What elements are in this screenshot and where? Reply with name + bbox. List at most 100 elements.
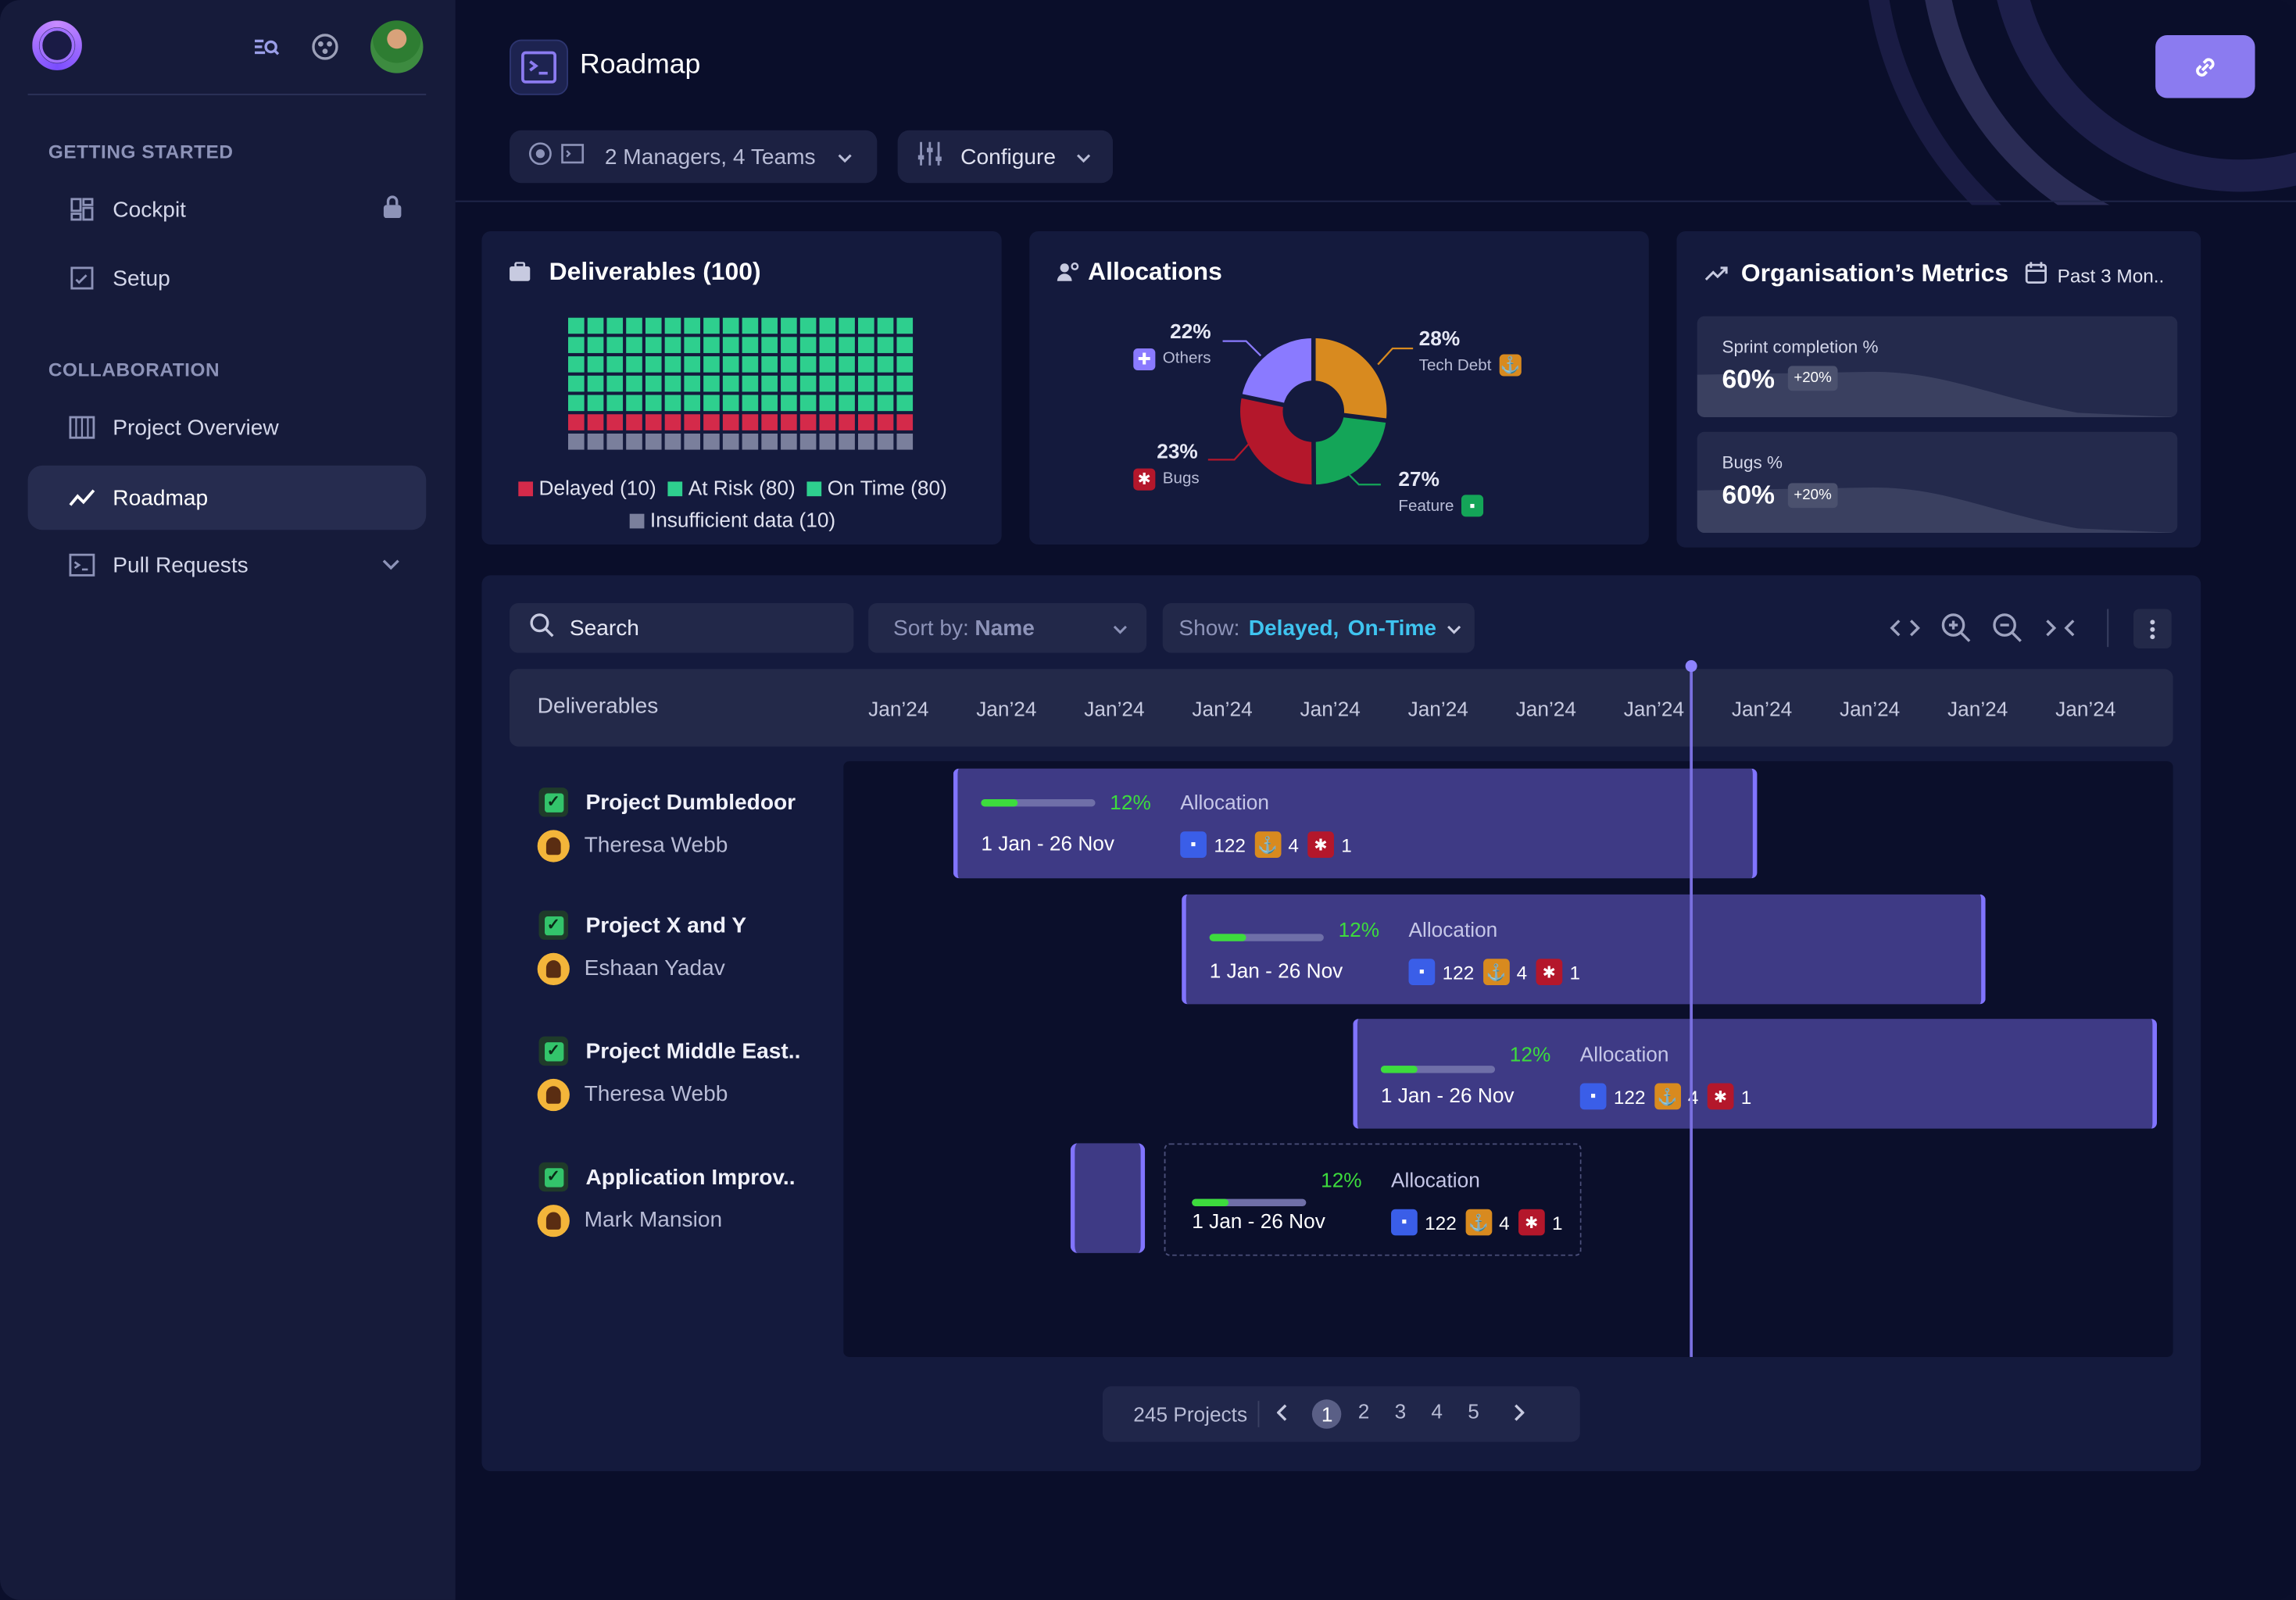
- chevron-right-icon[interactable]: [1512, 1402, 1525, 1426]
- trend-icon: [1704, 263, 1728, 290]
- section-collaboration: COLLABORATION: [48, 359, 220, 381]
- waffle-cell: [781, 317, 797, 334]
- row-checkbox[interactable]: ✓: [538, 788, 569, 817]
- slice-others: [1242, 338, 1314, 405]
- progress-percent: 12%: [1338, 917, 1380, 941]
- page-number[interactable]: 2: [1357, 1399, 1370, 1423]
- waffle-cell: [896, 375, 914, 392]
- waffle-cell: [799, 414, 817, 430]
- sidebar-item-roadmap[interactable]: Roadmap: [27, 465, 427, 530]
- project-bar[interactable]: [1182, 894, 1986, 1005]
- project-bar[interactable]: [953, 768, 1758, 879]
- project-name[interactable]: Project Middle East..: [585, 1039, 801, 1065]
- date-range: 1 Jan - 26 Nov: [981, 831, 1115, 855]
- page-number[interactable]: 4: [1431, 1399, 1443, 1423]
- progress-percent: 12%: [1509, 1042, 1551, 1066]
- deliverables-waffle-chart: [568, 317, 914, 450]
- decorative-arcs: [1869, 0, 2296, 205]
- share-link-button[interactable]: [2155, 34, 2255, 98]
- row-checkbox[interactable]: ✓: [538, 1036, 569, 1066]
- date-range: 1 Jan - 26 Nov: [1192, 1209, 1325, 1233]
- sidebar-item-label: Roadmap: [113, 485, 209, 510]
- metric-bugs[interactable]: Bugs % 60% +20%: [1697, 431, 2178, 534]
- target-icon: [528, 142, 552, 171]
- app-logo[interactable]: [32, 20, 82, 70]
- chevron-down-icon: [1076, 145, 1091, 170]
- configure-label: Configure: [960, 144, 1057, 170]
- waffle-cell: [626, 337, 642, 353]
- waffle-cell: [839, 337, 855, 353]
- project-name[interactable]: Project Dumbledoor: [585, 790, 796, 816]
- sidebar-item-setup[interactable]: Setup: [28, 246, 427, 310]
- waffle-cell: [606, 337, 624, 353]
- waffle-cell: [722, 356, 739, 373]
- waffle-cell: [799, 395, 817, 412]
- waffle-cell: [799, 337, 817, 353]
- waffle-cell: [587, 337, 604, 353]
- waffle-cell: [819, 356, 836, 373]
- show-filter-dropdown[interactable]: Show: Delayed, On-Time: [1162, 602, 1475, 653]
- search-field[interactable]: Search: [510, 602, 854, 653]
- waffle-cell: [896, 433, 914, 450]
- more-options-button[interactable]: [2133, 609, 2172, 649]
- owner-name: Eshaan Yadav: [584, 955, 725, 981]
- bugs-label: Bugs: [1162, 470, 1200, 488]
- page-number[interactable]: 3: [1394, 1399, 1407, 1423]
- waffle-cell: [781, 395, 797, 412]
- waffle-cell: [858, 337, 874, 353]
- anchor-icon: ⚓: [1499, 354, 1522, 377]
- zoom-in-icon[interactable]: [1940, 612, 1972, 652]
- project-bar[interactable]: [1353, 1019, 2157, 1129]
- project-name[interactable]: Application Improv..: [585, 1165, 796, 1191]
- chevron-down-icon[interactable]: [382, 552, 399, 578]
- expand-icon[interactable]: [1889, 615, 1921, 648]
- waffle-cell: [819, 414, 836, 430]
- waffle-cell: [742, 395, 759, 412]
- configure-button[interactable]: Configure: [897, 130, 1114, 184]
- current-date-marker[interactable]: [1685, 660, 1697, 673]
- waffle-cell: [684, 414, 701, 430]
- chevron-down-icon: [838, 145, 853, 170]
- project-name[interactable]: Project X and Y: [585, 913, 747, 939]
- deliverables-column-header: Deliverables: [537, 694, 659, 719]
- dashboard-icon: [69, 196, 95, 223]
- metrics-card: Organisation’s Metrics Past 3 Mon.. Spri…: [1676, 231, 2201, 548]
- show-value-ontime: On-Time: [1347, 615, 1437, 641]
- search-list-icon[interactable]: [252, 32, 281, 69]
- page-number[interactable]: 5: [1468, 1399, 1479, 1423]
- period-selector[interactable]: Past 3 Mon..: [2025, 261, 2164, 291]
- month-label: Jan’24: [1300, 696, 1361, 720]
- waffle-cell: [645, 317, 662, 334]
- sidebar-item-project-overview[interactable]: Project Overview: [28, 395, 427, 459]
- row-checkbox[interactable]: ✓: [538, 1162, 569, 1192]
- sidebar-item-cockpit[interactable]: Cockpit: [28, 177, 427, 241]
- bug-count: 1: [1569, 961, 1581, 984]
- community-icon[interactable]: [310, 32, 339, 69]
- row-checkbox[interactable]: ✓: [538, 910, 569, 940]
- metric-sprint-completion[interactable]: Sprint completion % 60% +20%: [1697, 316, 2178, 418]
- page-number[interactable]: 1: [1312, 1399, 1342, 1429]
- waffle-cell: [664, 395, 681, 412]
- zoom-out-icon[interactable]: [1991, 612, 2023, 652]
- trend-icon: [69, 484, 95, 511]
- chevron-down-icon: [1447, 616, 1461, 641]
- sidebar-item-pull-requests[interactable]: Pull Requests: [28, 533, 427, 597]
- project-bar-details-outline[interactable]: [1164, 1143, 1582, 1256]
- project-bar-collapsed[interactable]: [1070, 1143, 1146, 1253]
- waffle-cell: [742, 317, 759, 334]
- progress-percent: 12%: [1110, 790, 1151, 814]
- waffle-cell: [877, 375, 894, 392]
- period-label: Past 3 Mon..: [2057, 265, 2165, 288]
- briefcase-icon: ▪: [1579, 1083, 1607, 1110]
- allocation-counts: ▪ 122 ⚓ 4 ✱ 1: [1579, 1083, 1761, 1110]
- sort-dropdown[interactable]: Sort by: Name: [868, 602, 1147, 653]
- bug-count: 1: [1552, 1211, 1563, 1234]
- others-label: Others: [1162, 349, 1211, 368]
- manager-team-filter[interactable]: 2 Managers, 4 Teams: [510, 130, 878, 184]
- user-avatar[interactable]: [370, 20, 424, 73]
- month-label: Jan’24: [1192, 696, 1253, 720]
- bug-icon: ✱: [1133, 468, 1156, 491]
- collapse-icon[interactable]: [2044, 615, 2076, 648]
- section-getting-started: GETTING STARTED: [48, 140, 234, 162]
- chevron-left-icon[interactable]: [1276, 1402, 1289, 1426]
